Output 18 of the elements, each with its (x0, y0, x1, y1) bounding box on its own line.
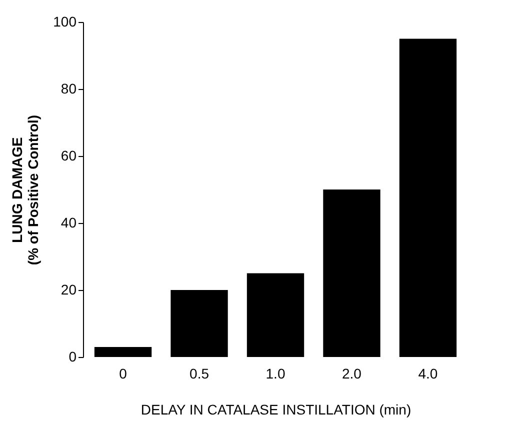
x-axis-title: DELAY IN CATALASE INSTILLATION (min) (140, 402, 412, 418)
bar (323, 190, 380, 357)
x-tick-label: 2.0 (342, 366, 362, 382)
y-axis-title: LUNG DAMAGE (% of Positive Control) (9, 114, 42, 266)
x-tick-label: 1.0 (266, 366, 286, 382)
bar (170, 290, 228, 357)
bar (399, 38, 457, 357)
x-tick-label: 0 (119, 366, 128, 382)
x-tick-label: 4.0 (418, 366, 438, 382)
bar (94, 346, 152, 357)
y-tick-label: 0 (68, 348, 77, 364)
bar (246, 273, 304, 357)
y-tick-label: 60 (60, 148, 77, 164)
x-tick-label: 0.5 (190, 366, 210, 382)
y-tick-label: 20 (60, 282, 77, 298)
y-tick-label: 40 (60, 214, 77, 230)
y-tick-label: 80 (60, 80, 77, 96)
y-tick-label: 100 (53, 14, 77, 30)
